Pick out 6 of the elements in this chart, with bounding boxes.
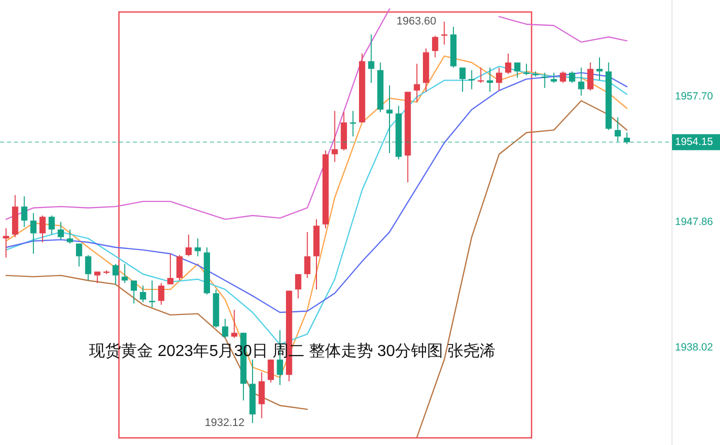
ref-line-label: 1954.15: [675, 136, 714, 148]
ytick: 1957.70: [675, 90, 713, 103]
annotation: 1963.60: [396, 16, 436, 28]
ytick: 1938.02: [675, 342, 713, 354]
ytick: 1947.86: [675, 216, 713, 228]
annotation: 1932.12: [204, 416, 245, 429]
